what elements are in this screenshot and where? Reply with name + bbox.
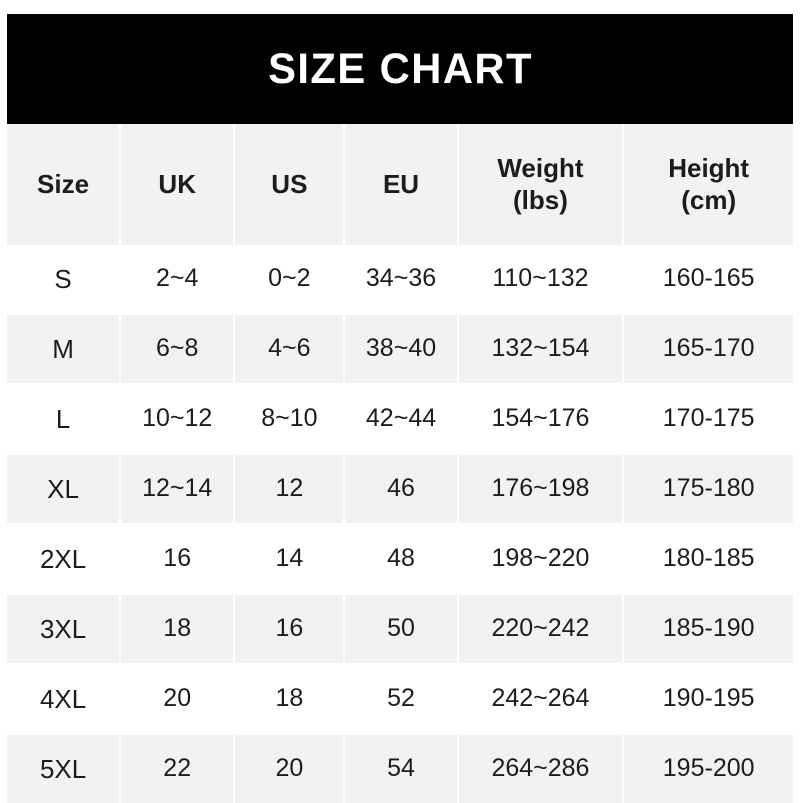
table-header-row: Size UK US EU Weight (lbs) Height (cm) bbox=[7, 124, 793, 245]
column-header-weight-label: Weight bbox=[497, 152, 584, 183]
cell-height: 175-180 bbox=[624, 455, 793, 523]
cell-size: 2XL bbox=[7, 525, 120, 593]
cell-height: 185-190 bbox=[624, 595, 793, 663]
cell-us: 14 bbox=[235, 525, 344, 593]
column-header-weight-unit: (lbs) bbox=[513, 184, 568, 215]
cell-eu: 38~40 bbox=[345, 315, 457, 383]
column-header-eu: EU bbox=[345, 124, 457, 245]
cell-uk: 2~4 bbox=[121, 245, 234, 313]
title-band: SIZE CHART bbox=[7, 14, 793, 124]
cell-weight: 220~242 bbox=[458, 595, 623, 663]
cell-height: 160-165 bbox=[624, 245, 793, 313]
cell-eu: 52 bbox=[345, 665, 457, 733]
cell-weight: 110~132 bbox=[458, 245, 623, 313]
cell-size: 5XL bbox=[7, 735, 120, 803]
cell-weight: 242~264 bbox=[458, 665, 623, 733]
column-header-size-label: Size bbox=[37, 168, 90, 199]
cell-weight: 154~176 bbox=[458, 385, 623, 453]
cell-size: XL bbox=[7, 455, 120, 523]
cell-us: 0~2 bbox=[235, 245, 344, 313]
table-row: 2XL 16 14 48 198~220 180-185 bbox=[7, 525, 793, 593]
column-header-height-label: Height bbox=[668, 152, 750, 183]
table-row: 3XL 18 16 50 220~242 185-190 bbox=[7, 595, 793, 663]
column-header-eu-label: EU bbox=[382, 168, 420, 199]
cell-size: M bbox=[7, 315, 120, 383]
cell-height: 190-195 bbox=[624, 665, 793, 733]
cell-uk: 22 bbox=[121, 735, 234, 803]
cell-uk: 20 bbox=[121, 665, 234, 733]
column-header-weight: Weight (lbs) bbox=[458, 124, 623, 245]
table-row: XL 12~14 12 46 176~198 175-180 bbox=[7, 455, 793, 523]
size-chart-table: Size UK US EU Weight (lbs) Height (cm) S… bbox=[7, 124, 793, 803]
column-header-us: US bbox=[235, 124, 344, 245]
cell-uk: 16 bbox=[121, 525, 234, 593]
cell-uk: 6~8 bbox=[121, 315, 234, 383]
column-header-height: Height (cm) bbox=[624, 124, 793, 245]
cell-size: S bbox=[7, 245, 120, 313]
column-header-us-label: US bbox=[271, 168, 308, 199]
table-row: 5XL 22 20 54 264~286 195-200 bbox=[7, 735, 793, 803]
cell-eu: 48 bbox=[345, 525, 457, 593]
table-row: S 2~4 0~2 34~36 110~132 160-165 bbox=[7, 245, 793, 313]
cell-us: 16 bbox=[235, 595, 344, 663]
cell-uk: 12~14 bbox=[121, 455, 234, 523]
cell-height: 180-185 bbox=[624, 525, 793, 593]
cell-eu: 54 bbox=[345, 735, 457, 803]
cell-uk: 10~12 bbox=[121, 385, 234, 453]
cell-us: 20 bbox=[235, 735, 344, 803]
column-header-size: Size bbox=[7, 124, 120, 245]
cell-weight: 176~198 bbox=[458, 455, 623, 523]
cell-eu: 50 bbox=[345, 595, 457, 663]
page-title: SIZE CHART bbox=[267, 44, 533, 93]
cell-size: 4XL bbox=[7, 665, 120, 733]
cell-height: 195-200 bbox=[624, 735, 793, 803]
cell-weight: 132~154 bbox=[458, 315, 623, 383]
cell-weight: 198~220 bbox=[458, 525, 623, 593]
cell-eu: 34~36 bbox=[345, 245, 457, 313]
cell-eu: 46 bbox=[345, 455, 457, 523]
cell-height: 165-170 bbox=[624, 315, 793, 383]
cell-size: 3XL bbox=[7, 595, 120, 663]
column-header-uk-label: UK bbox=[158, 168, 196, 199]
cell-uk: 18 bbox=[121, 595, 234, 663]
cell-eu: 42~44 bbox=[345, 385, 457, 453]
cell-us: 18 bbox=[235, 665, 344, 733]
cell-us: 4~6 bbox=[235, 315, 344, 383]
cell-weight: 264~286 bbox=[458, 735, 623, 803]
table-row: L 10~12 8~10 42~44 154~176 170-175 bbox=[7, 385, 793, 453]
column-header-height-unit: (cm) bbox=[681, 184, 737, 215]
table-row: M 6~8 4~6 38~40 132~154 165-170 bbox=[7, 315, 793, 383]
cell-height: 170-175 bbox=[624, 385, 793, 453]
table-row: 4XL 20 18 52 242~264 190-195 bbox=[7, 665, 793, 733]
cell-size: L bbox=[7, 385, 120, 453]
column-header-uk: UK bbox=[121, 124, 234, 245]
cell-us: 12 bbox=[235, 455, 344, 523]
cell-us: 8~10 bbox=[235, 385, 344, 453]
